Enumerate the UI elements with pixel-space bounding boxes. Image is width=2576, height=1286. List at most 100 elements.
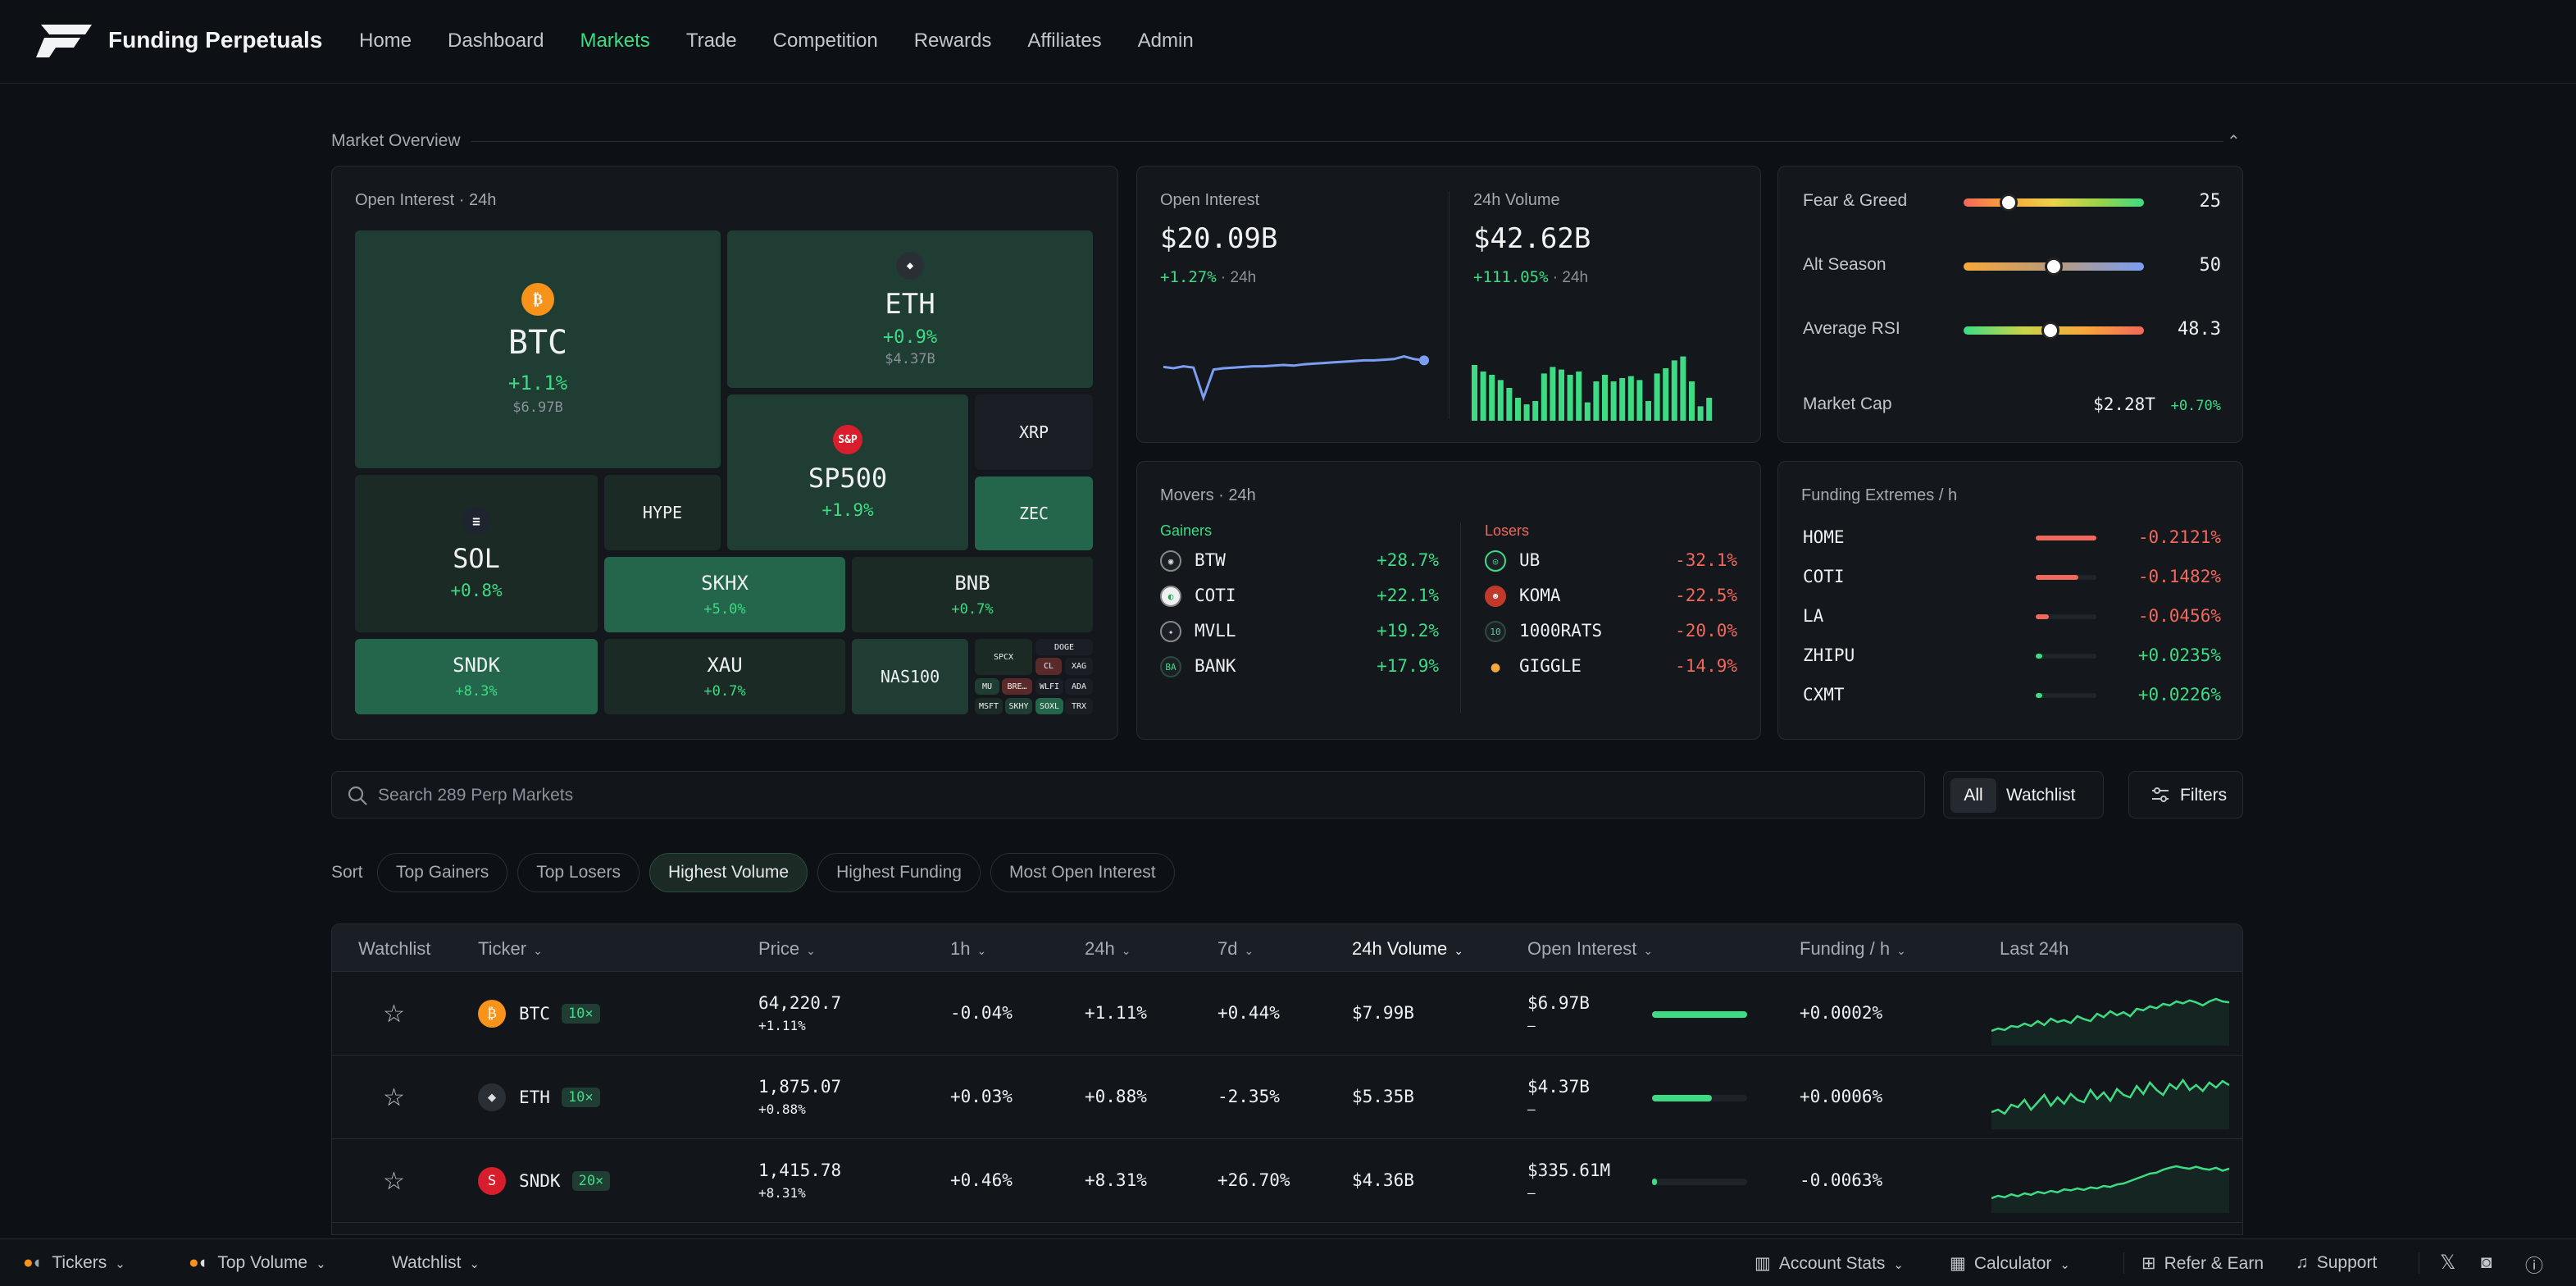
brand-name[interactable]: Funding Perpetuals bbox=[108, 27, 323, 52]
table-row[interactable]: ☆ ₿ BTC 10× 64,220.7 +1.11% -0.04% +1.11% … bbox=[332, 972, 2242, 1056]
loser-row[interactable]: 10 1000RATS -20.0% bbox=[1485, 619, 1737, 644]
gainer-row[interactable]: ◐ COTI +22.1% bbox=[1160, 584, 1439, 609]
table-row[interactable]: ☆ ◆ ETH 10× 1,875.07 +0.88% +0.03% +0.88% … bbox=[332, 1056, 2242, 1139]
tile-skhx[interactable]: SKHX +5.0% bbox=[604, 557, 845, 632]
col-funding[interactable]: Funding / h ⌄ bbox=[1800, 938, 1906, 960]
discord-icon[interactable]: ◙ bbox=[2481, 1252, 2492, 1272]
loser-row[interactable]: ◎ UB -32.1% bbox=[1485, 549, 1737, 573]
nav-affiliates[interactable]: Affiliates bbox=[1027, 30, 1102, 52]
nav-home[interactable]: Home bbox=[359, 30, 412, 52]
tile-symbol: BTC bbox=[507, 324, 568, 362]
watchlist-menu[interactable]: Watchlist ⌄ bbox=[392, 1253, 480, 1273]
col-ticker[interactable]: Ticker ⌄ bbox=[478, 938, 543, 960]
leverage-badge: 10× bbox=[561, 1004, 600, 1024]
loser-row[interactable]: ☻ KOMA -22.5% bbox=[1485, 584, 1737, 609]
search-input[interactable]: Search 289 Perp Markets bbox=[378, 786, 574, 805]
tile-msft[interactable]: MSFT bbox=[975, 698, 1003, 714]
col-open-interest[interactable]: Open Interest ⌄ bbox=[1527, 938, 1653, 960]
nav-markets[interactable]: Markets bbox=[580, 30, 650, 52]
tickers-menu[interactable]: ●◐ Tickers ⌄ bbox=[23, 1253, 125, 1273]
volume-bar bbox=[1532, 401, 1539, 421]
tile-doge[interactable]: DOGE bbox=[1035, 639, 1093, 655]
tile-btc[interactable]: ₿ BTC +1.1% $6.97B bbox=[355, 230, 721, 468]
star-icon[interactable]: ☆ bbox=[383, 1000, 405, 1028]
col-last-24h: Last 24h bbox=[2000, 938, 2069, 959]
coin-stack-icon: ● bbox=[189, 1253, 199, 1272]
tile-sp500[interactable]: S&P SP500 +1.9% bbox=[727, 394, 968, 550]
brand-logo-icon[interactable] bbox=[33, 21, 95, 59]
tile-eth[interactable]: ◆ ETH +0.9% $4.37B bbox=[727, 230, 1093, 388]
leverage-badge: 20× bbox=[571, 1171, 611, 1191]
tile-skhy[interactable]: SKHY bbox=[1005, 698, 1032, 714]
sort-top-losers[interactable]: Top Losers bbox=[517, 853, 639, 892]
sort-most-open-interest[interactable]: Most Open Interest bbox=[990, 853, 1175, 892]
tile-change: +8.3% bbox=[455, 683, 498, 700]
open-interest-value: $6.97B bbox=[1527, 993, 1590, 1013]
segment-all[interactable]: All bbox=[1950, 778, 1996, 813]
filters-button[interactable]: Filters bbox=[2128, 771, 2243, 819]
x-twitter-icon[interactable]: 𝕏 bbox=[2440, 1252, 2456, 1274]
col-7d[interactable]: 7d ⌄ bbox=[1217, 938, 1254, 960]
funding-row[interactable]: ZHIPU +0.0235% bbox=[1803, 645, 2221, 670]
sort-highest-volume[interactable]: Highest Volume bbox=[649, 853, 808, 892]
ticker-cell[interactable]: ₿ BTC 10× bbox=[478, 1000, 600, 1028]
tile-xrp[interactable]: XRP bbox=[975, 394, 1093, 470]
sort-top-gainers[interactable]: Top Gainers bbox=[377, 853, 508, 892]
oi-change: +1.27% bbox=[1160, 268, 1217, 286]
gainer-row[interactable]: ✦ MVLL +19.2% bbox=[1160, 619, 1439, 644]
col-24h-volume[interactable]: 24h Volume ⌄ bbox=[1352, 938, 1463, 960]
oi-sparkline bbox=[1163, 355, 1429, 402]
account-stats-menu[interactable]: ▥ Account Stats ⌄ bbox=[1755, 1253, 1904, 1274]
gainer-symbol: BTW bbox=[1195, 550, 1226, 570]
tile-hype[interactable]: HYPE bbox=[604, 475, 721, 550]
tile-bre[interactable]: BRE… bbox=[1002, 678, 1032, 695]
tile-wlfi[interactable]: WLFI bbox=[1035, 678, 1063, 695]
calculator-menu[interactable]: ▦ Calculator ⌄ bbox=[1950, 1253, 2070, 1274]
chevron-up-icon[interactable]: ⌃ bbox=[2227, 133, 2241, 151]
nav-rewards[interactable]: Rewards bbox=[913, 30, 992, 52]
tile-sol[interactable]: ≡ SOL +0.8% bbox=[355, 475, 598, 632]
help-icon[interactable]: ⓘ bbox=[2525, 1256, 2544, 1276]
tile-cl[interactable]: CL bbox=[1035, 658, 1062, 675]
table-row[interactable]: ☆ S SNDK 20× 1,415.78 +8.31% +0.46% +8.31%… bbox=[332, 1139, 2242, 1223]
nav-competition[interactable]: Competition bbox=[772, 30, 878, 52]
funding-row[interactable]: LA -0.0456% bbox=[1803, 606, 2221, 631]
tile-xag[interactable]: XAG bbox=[1065, 658, 1093, 675]
tile-xau[interactable]: XAU +0.7% bbox=[604, 639, 845, 714]
tile-soxl[interactable]: SOXL bbox=[1035, 698, 1063, 714]
tile-zec[interactable]: ZEC bbox=[975, 477, 1093, 550]
change-24h: +1.11% bbox=[1085, 1003, 1147, 1023]
tile-sndk[interactable]: SNDK +8.3% bbox=[355, 639, 598, 714]
tile-ada[interactable]: ADA bbox=[1065, 678, 1093, 695]
col-price[interactable]: Price ⌄ bbox=[758, 938, 816, 960]
segment-watchlist[interactable]: Watchlist bbox=[2006, 786, 2076, 805]
top-volume-menu[interactable]: ●◐ Top Volume ⌄ bbox=[189, 1253, 326, 1273]
star-icon[interactable]: ☆ bbox=[383, 1167, 405, 1196]
sort-highest-funding[interactable]: Highest Funding bbox=[817, 853, 981, 892]
nav-dashboard[interactable]: Dashboard bbox=[448, 30, 544, 52]
tile-nas100[interactable]: NAS100 bbox=[852, 639, 968, 714]
col-24h[interactable]: 24h ⌄ bbox=[1085, 938, 1131, 960]
loser-row[interactable]: ● GIGGLE -14.9% bbox=[1485, 654, 1737, 679]
funding-row[interactable]: HOME -0.2121% bbox=[1803, 527, 2221, 552]
refer-earn-link[interactable]: ⊞ Refer & Earn bbox=[2141, 1253, 2264, 1274]
tile-mu[interactable]: MU bbox=[975, 678, 999, 695]
tile-trx[interactable]: TRX bbox=[1065, 698, 1093, 714]
tile-spcx[interactable]: SPCX bbox=[975, 639, 1032, 675]
nav-trade[interactable]: Trade bbox=[685, 30, 737, 52]
volume-bar bbox=[1497, 380, 1504, 421]
ticker-cell[interactable]: ◆ ETH 10× bbox=[478, 1083, 600, 1111]
star-icon[interactable]: ☆ bbox=[383, 1083, 405, 1112]
funding-row[interactable]: CXMT +0.0226% bbox=[1803, 685, 2221, 709]
support-link[interactable]: ♫ Support bbox=[2296, 1253, 2377, 1273]
tile-change: +1.1% bbox=[507, 372, 568, 394]
ticker-cell[interactable]: S SNDK 20× bbox=[478, 1167, 611, 1195]
search-box[interactable]: Search 289 Perp Markets bbox=[331, 771, 1925, 819]
col-1h[interactable]: 1h ⌄ bbox=[950, 938, 986, 960]
gainer-row[interactable]: ◉ BTW +28.7% bbox=[1160, 549, 1439, 573]
gainer-row[interactable]: BA BANK +17.9% bbox=[1160, 654, 1439, 679]
tile-bnb[interactable]: BNB +0.7% bbox=[852, 557, 1093, 632]
funding-row[interactable]: COTI -0.1482% bbox=[1803, 567, 2221, 591]
nav-admin[interactable]: Admin bbox=[1137, 30, 1194, 52]
gauge-label: Alt Season bbox=[1803, 255, 1886, 274]
